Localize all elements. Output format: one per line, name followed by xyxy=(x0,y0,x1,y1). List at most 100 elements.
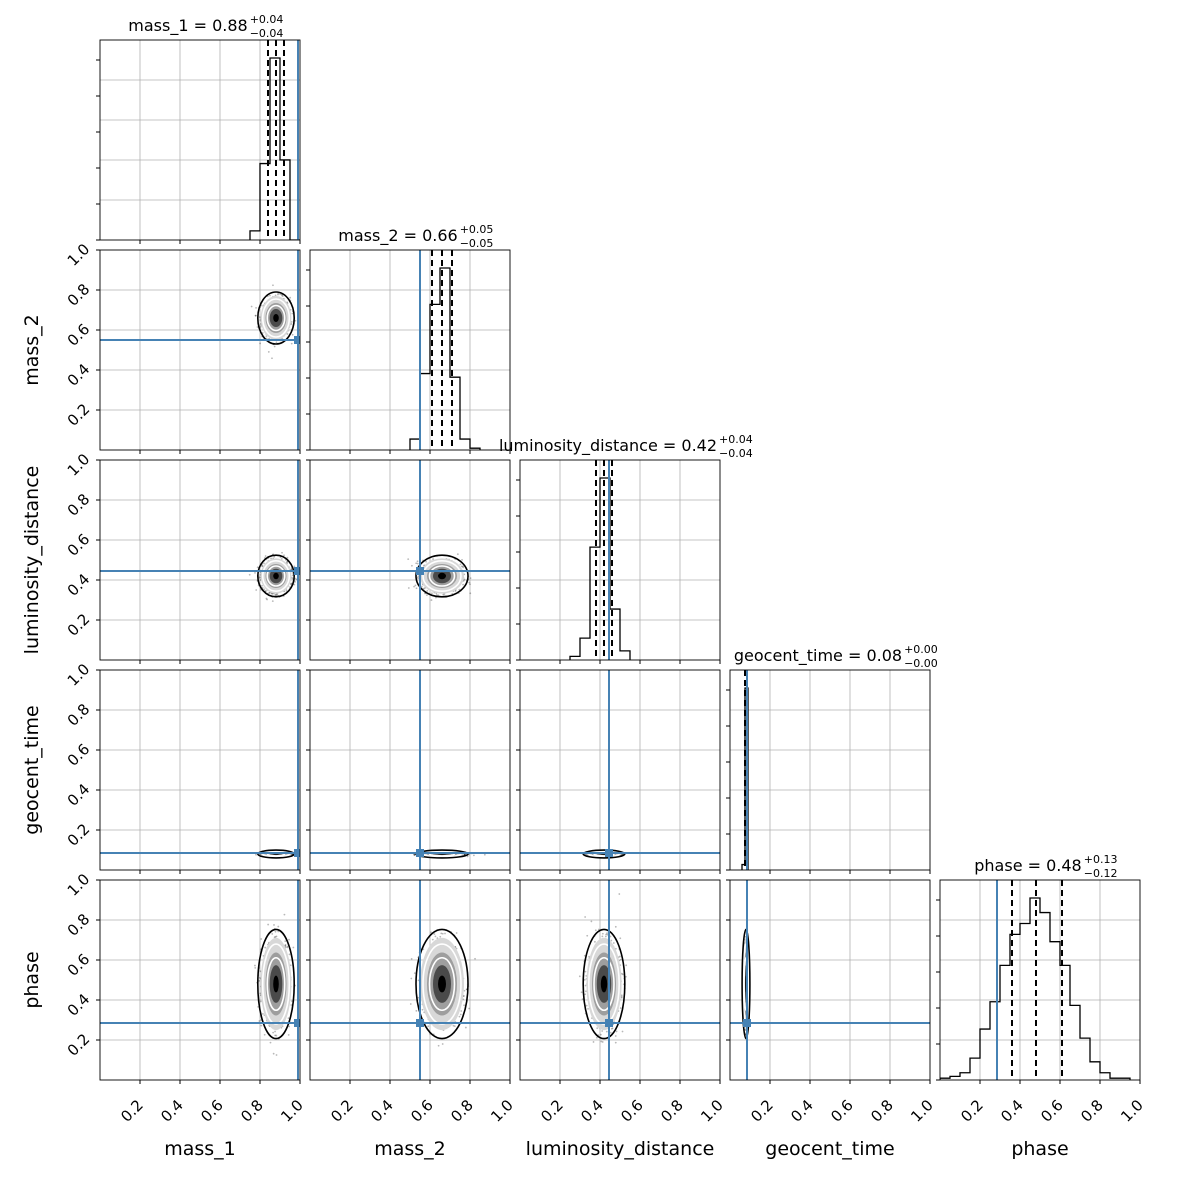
sample-point xyxy=(291,572,294,574)
sample-point xyxy=(256,326,259,328)
sample-point xyxy=(437,594,440,597)
sample-point xyxy=(290,576,293,579)
sample-point xyxy=(289,964,292,967)
sample-point xyxy=(407,587,410,589)
grid xyxy=(100,460,300,660)
sample-point xyxy=(254,314,257,317)
sample-point xyxy=(466,855,469,858)
panel-title-geocent_time: geocent_time = 0.08 xyxy=(734,646,902,666)
sample-point xyxy=(280,293,283,296)
sample-point xyxy=(288,1025,291,1028)
sample-point xyxy=(269,294,271,297)
panel-title-luminosity_distance: luminosity_distance = 0.42 xyxy=(499,436,717,456)
sample-point xyxy=(260,304,263,307)
sample-point xyxy=(420,585,423,588)
panel-mass_1-geocent_time: 0.20.40.60.81.0 xyxy=(64,660,301,874)
contour-level-2 xyxy=(256,291,295,345)
sample-point xyxy=(271,357,273,360)
axes-frame xyxy=(309,249,511,451)
sample-point xyxy=(290,321,293,323)
axes-frame xyxy=(99,459,301,661)
sample-point xyxy=(259,970,262,973)
truth-marker xyxy=(294,336,300,344)
sample-point xyxy=(267,351,270,353)
sample-point xyxy=(269,1041,272,1044)
sample-point xyxy=(261,584,263,587)
sample-point xyxy=(413,853,416,856)
grid xyxy=(310,670,510,870)
grid xyxy=(730,670,930,870)
sample-point xyxy=(271,592,274,595)
sample-point xyxy=(268,592,271,594)
sample-point xyxy=(273,936,276,939)
sample-point xyxy=(279,556,282,559)
sample-point xyxy=(288,938,290,941)
y-tick-label: 0.8 xyxy=(64,700,94,730)
sample-point xyxy=(291,577,294,580)
sample-point xyxy=(458,588,461,591)
y-tick-label: 0.8 xyxy=(64,490,94,520)
sample-point xyxy=(286,556,289,559)
sample-point xyxy=(425,560,427,563)
sample-point xyxy=(272,1052,275,1055)
panel-title-lower-error: −0.00 xyxy=(904,657,938,670)
sample-point xyxy=(286,333,289,335)
sample-point xyxy=(261,332,264,334)
sample-point xyxy=(272,284,274,287)
sample-point xyxy=(407,558,410,561)
sample-point xyxy=(417,575,420,578)
y-tick-label: 0.6 xyxy=(64,740,94,770)
panel-mass_1-phase: 0.2 0.4 0.6 0.8 1.00.20.40.60.81.0 xyxy=(64,870,307,1126)
sample-point xyxy=(275,341,278,344)
panel-mass_2-mass_2: mass_2 = 0.66 +0.05−0.05 xyxy=(306,223,511,454)
sample-point xyxy=(274,1034,277,1037)
contour-level-0 xyxy=(428,565,456,587)
sample-point xyxy=(425,594,428,596)
sample-point xyxy=(259,1000,262,1003)
sample-point xyxy=(275,594,277,596)
panel-title-mass_2: mass_2 = 0.66 xyxy=(338,226,457,246)
sample-point xyxy=(423,587,426,590)
sample-point xyxy=(258,316,261,319)
contour-level-1 xyxy=(261,559,291,592)
sample-point xyxy=(454,590,457,592)
sample-point xyxy=(270,592,273,595)
sample-point xyxy=(291,312,294,315)
sample-point xyxy=(456,553,459,556)
panel-title-upper-error: +0.00 xyxy=(904,643,938,656)
histogram-mass_1 xyxy=(249,57,300,240)
sample-point xyxy=(416,560,419,563)
sample-point xyxy=(463,853,466,856)
contour-level-2 xyxy=(415,554,469,598)
sample-point xyxy=(267,923,270,926)
sample-point xyxy=(415,587,418,590)
density-level-3 xyxy=(273,572,279,580)
y-tick-label: 0.8 xyxy=(64,280,94,310)
sample-point xyxy=(271,600,274,603)
panel-luminosity_distance-geocent_time xyxy=(516,669,721,874)
sample-point xyxy=(248,573,251,576)
sample-point xyxy=(256,566,259,569)
sample-point xyxy=(286,560,289,563)
sample-point xyxy=(462,566,465,569)
sample-point xyxy=(290,583,292,586)
y-tick-label: 1.0 xyxy=(64,660,94,690)
sample-point xyxy=(271,933,274,935)
sample-point xyxy=(413,854,416,856)
sample-point xyxy=(274,935,277,938)
y-tick-label: 0.6 xyxy=(64,320,94,350)
sample-point xyxy=(283,554,285,557)
panel-geocent_time-geocent_time: geocent_time = 0.08 +0.00−0.00 xyxy=(726,643,938,874)
sample-point xyxy=(280,557,283,560)
contour-level-2 xyxy=(256,554,295,598)
sample-point xyxy=(430,599,433,601)
histogram-luminosity_distance xyxy=(569,477,631,660)
sample-point xyxy=(259,325,262,328)
axes-frame xyxy=(309,459,511,661)
sample-point xyxy=(290,1004,293,1006)
sample-point xyxy=(276,594,278,597)
panel-mass_1-mass_1: mass_1 = 0.88 +0.04−0.04 xyxy=(96,13,301,244)
sample-point xyxy=(414,584,417,587)
sample-point xyxy=(255,853,257,856)
y-tick-label: 0.2 xyxy=(64,610,94,640)
